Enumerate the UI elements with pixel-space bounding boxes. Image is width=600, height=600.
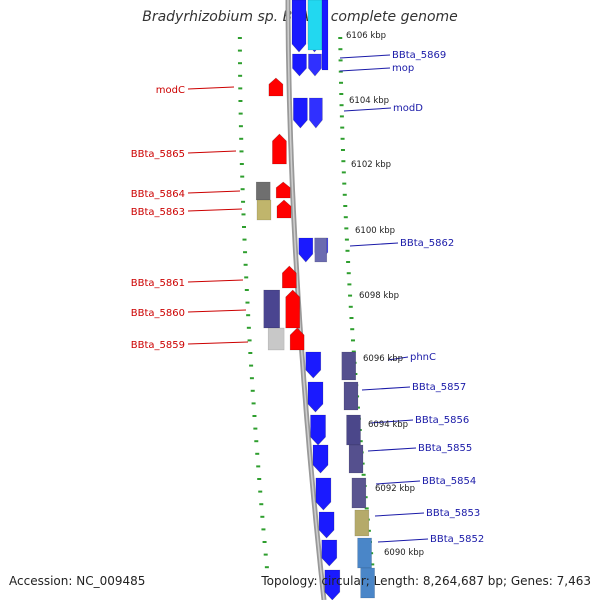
gene-label-right: BBta_5857 (412, 382, 466, 393)
gene-block-outer (348, 444, 364, 474)
leader-line-left (187, 86, 235, 90)
gene-block-outer (360, 567, 375, 599)
gene-label-right: phnC (410, 352, 436, 363)
gene-arrow-down (315, 477, 332, 511)
leader-line-left (187, 150, 237, 154)
gene-label-left: BBta_5865 (131, 149, 185, 160)
kbp-label: 6106 kbp (346, 31, 386, 41)
gene-arrow-up (272, 133, 287, 165)
gene-arrow-down (321, 539, 338, 567)
gene-label-right: BBta_5854 (422, 476, 476, 487)
gene-arrow-down (324, 569, 341, 600)
leader-line-right (361, 386, 411, 391)
leader-line-left (187, 341, 249, 345)
gene-label-left: BBta_5863 (131, 207, 185, 218)
gene-label-right: BBta_5855 (418, 443, 472, 454)
gene-block-outer (346, 414, 361, 446)
gene-arrow-down (291, 0, 307, 53)
leader-line-right (343, 107, 392, 112)
kbp-label: 6100 kbp (355, 226, 395, 236)
gene-arrow-down (298, 237, 314, 263)
gene-arrow-up (275, 181, 291, 199)
gene-block-grey (255, 181, 271, 201)
accession-text: Accession: NC_009485 (9, 574, 146, 588)
kbp-scale-labels: 6106 kbp 6104 kbp 6102 kbp 6100 kbp 6098 kbp… (346, 31, 424, 558)
gene-arrow-down (292, 53, 307, 77)
gene-label-right: BBta_5853 (426, 508, 480, 519)
gene-arrow-down (309, 97, 323, 129)
kbp-label: 6092 kbp (375, 484, 415, 494)
kbp-label: 6096 kbp (363, 354, 403, 364)
leader-line-right (339, 67, 391, 72)
gene-block-blue (321, 0, 329, 71)
leader-line-left (187, 279, 244, 283)
gene-label-left: BBta_5860 (131, 308, 185, 319)
left-tick-track (237, 37, 269, 569)
kbp-label: 6098 kbp (359, 291, 399, 301)
kbp-label: 6090 kbp (384, 548, 424, 558)
gene-label-right: modD (393, 103, 423, 114)
gene-label-leaders (187, 54, 429, 543)
gene-label-right: BBta_5852 (430, 534, 484, 545)
leader-line-right (349, 242, 399, 247)
leader-line-left (187, 208, 243, 212)
gene-label-right: BBta_5862 (400, 238, 454, 249)
gene-block-striped (314, 237, 328, 263)
gene-label-left: modC (156, 85, 185, 96)
gene-block-outer (357, 537, 372, 569)
kbp-label: 6104 kbp (349, 96, 389, 106)
kbp-label: 6094 kbp (368, 420, 408, 430)
right-tick-track (338, 37, 375, 566)
genome-summary-text: Topology: circular; Length: 8,264,687 bp… (261, 574, 591, 588)
gene-label-left: BBta_5861 (131, 278, 185, 289)
leader-line-left (187, 309, 247, 313)
leader-line-right (367, 447, 417, 452)
gene-arrow-down (305, 351, 322, 379)
gene-block-cyan (307, 0, 323, 51)
gene-arrow-up (276, 199, 292, 219)
gene-label-left: BBta_5859 (131, 340, 185, 351)
gene-arrow-up (282, 265, 297, 289)
gene-block-outer (341, 351, 357, 381)
gene-arrow-down (312, 444, 329, 474)
gene-block-lightgrey (267, 327, 285, 351)
gene-arrow-up (285, 289, 301, 329)
leader-line-right (369, 419, 414, 424)
gene-block-outer (351, 477, 367, 509)
gene-labels: modC BBta_5865 BBta_5864 BBta_5863 BBta_5861… (131, 50, 484, 545)
gene-label-left: BBta_5864 (131, 189, 185, 200)
gene-arrow-down (310, 414, 326, 446)
leader-line-right (374, 512, 425, 517)
gene-arrow-down (293, 97, 308, 129)
gene-arrow-down (308, 53, 322, 77)
leader-line-right (375, 480, 421, 485)
gene-block-slate (263, 289, 280, 329)
gene-block-khaki (256, 199, 272, 221)
leader-line-right (339, 54, 391, 59)
leader-line-left (187, 190, 241, 194)
gene-arrow-down (307, 381, 324, 413)
gene-arrow-down (318, 511, 335, 539)
gene-label-right: BBta_5856 (415, 415, 469, 426)
gene-arrow-up (268, 77, 284, 97)
leader-line-right (387, 356, 409, 361)
kbp-label: 6102 kbp (351, 160, 391, 170)
gene-block-outer (343, 381, 359, 411)
gene-features (255, 0, 375, 600)
gene-label-right: mop (392, 63, 414, 74)
gene-arrow-up (289, 327, 305, 351)
gene-label-right: BBta_5869 (392, 50, 446, 61)
gene-block-outer (354, 509, 370, 537)
leader-line-right (377, 538, 429, 543)
